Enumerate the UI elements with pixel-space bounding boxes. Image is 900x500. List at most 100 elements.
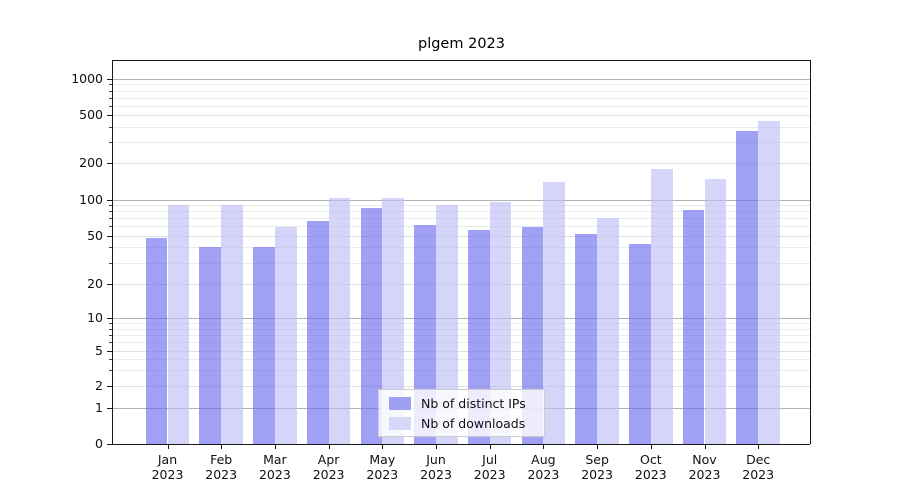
y-minor-tick [109,105,112,107]
y-minor-tick [109,218,112,220]
gridline-minor [113,205,810,207]
bar-downloads [221,205,243,444]
y-tick [107,235,112,237]
plot-area [113,60,810,444]
y-minor-tick [109,205,112,207]
y-minor-tick [109,126,112,128]
y-minor-tick [109,97,112,99]
y-tick [107,350,112,352]
y-minor-tick [109,90,112,92]
y-tick-label: 1000 [71,71,103,86]
x-tick [274,444,276,449]
bar-distinct-ips [629,243,651,444]
x-tick [436,444,437,449]
gridline-minor [113,359,810,361]
y-tick-label: 1 [95,400,103,416]
y-minor-tick [109,334,112,336]
axis-spine-right [810,60,811,444]
gridline-minor [113,105,810,107]
bar-downloads [274,227,297,444]
y-tick-label: 200 [79,155,103,171]
bar-downloads [328,198,351,444]
x-tick [382,444,384,449]
gridline-minor [113,141,810,143]
y-tick [107,200,112,201]
y-tick [107,444,112,445]
y-tick-label: 5 [95,342,103,358]
gridline [113,163,810,165]
y-tick-label: 100 [79,192,103,207]
gridline-major [113,79,810,80]
bar-distinct-ips [360,207,383,444]
y-tick-label: 50 [87,227,103,243]
gridline-minor [113,97,810,99]
legend-swatch-distinct-ips [389,396,411,410]
gridline-minor [113,334,810,336]
chart-legend: Nb of distinct IPs Nb of downloads [378,389,545,437]
y-minor-tick [109,226,112,228]
y-tick [107,318,112,320]
gridline-major [113,318,810,320]
x-tick-label: Sep 2023 [581,452,613,482]
x-tick-label: Aug 2023 [527,452,560,482]
legend-label: Nb of distinct IPs [421,395,526,411]
x-tick-label: Feb 2023 [205,452,238,482]
legend-row: Nb of distinct IPs [389,396,534,411]
bar-downloads [543,182,566,444]
y-tick-label: 0 [95,436,103,451]
bar-distinct-ips [145,237,168,444]
x-tick-label: Apr 2023 [312,452,345,482]
gridline [113,284,810,286]
bar-downloads [597,218,619,444]
x-tick [328,444,330,449]
y-tick [107,386,112,387]
gridline-minor [113,90,810,92]
y-minor-tick [109,342,112,344]
y-minor-tick [109,323,112,325]
bar-distinct-ips [682,210,705,444]
x-tick-label: Jun 2023 [420,452,452,482]
gridline-minor [113,328,810,330]
y-tick-label: 20 [87,276,103,292]
gridline-minor [113,342,810,344]
bar-distinct-ips [199,247,222,444]
y-tick-label: 2 [95,378,103,393]
bar-distinct-ips [736,130,759,444]
axis-spine-bottom [112,444,810,446]
bar-distinct-ips [575,233,598,444]
bar-downloads [489,202,512,444]
y-minor-tick [109,141,112,143]
y-tick [107,163,112,165]
x-tick-label: Jan 2023 [151,452,184,482]
y-minor-tick [109,247,112,249]
y-minor-tick [109,84,112,86]
legend-label: Nb of downloads [421,415,526,431]
gridline [113,235,810,237]
gridline-minor [113,84,810,86]
gridline-minor [113,226,810,228]
gridline-major [113,200,810,201]
bar-downloads [436,205,458,444]
y-minor-tick [109,359,112,361]
x-tick-label: Nov 2023 [688,452,721,482]
axis-spine-left [112,60,114,444]
x-tick-label: Jul 2023 [473,452,506,482]
y-minor-tick [109,211,112,213]
gridline [113,386,810,387]
x-tick [597,444,599,449]
bar-downloads [382,198,405,444]
gridline-minor [113,218,810,220]
y-tick-label: 10 [87,310,103,326]
chart-title: plgem 2023 [418,36,505,52]
y-tick-label: 500 [79,107,103,122]
bar-distinct-ips [253,247,275,444]
x-tick [489,444,491,449]
y-tick [107,284,112,286]
x-tick-label: Oct 2023 [634,452,667,482]
gridline-minor [113,211,810,213]
y-minor-tick [109,262,112,264]
bar-downloads [167,205,190,444]
bar-distinct-ips [306,221,329,444]
y-tick [107,115,112,116]
